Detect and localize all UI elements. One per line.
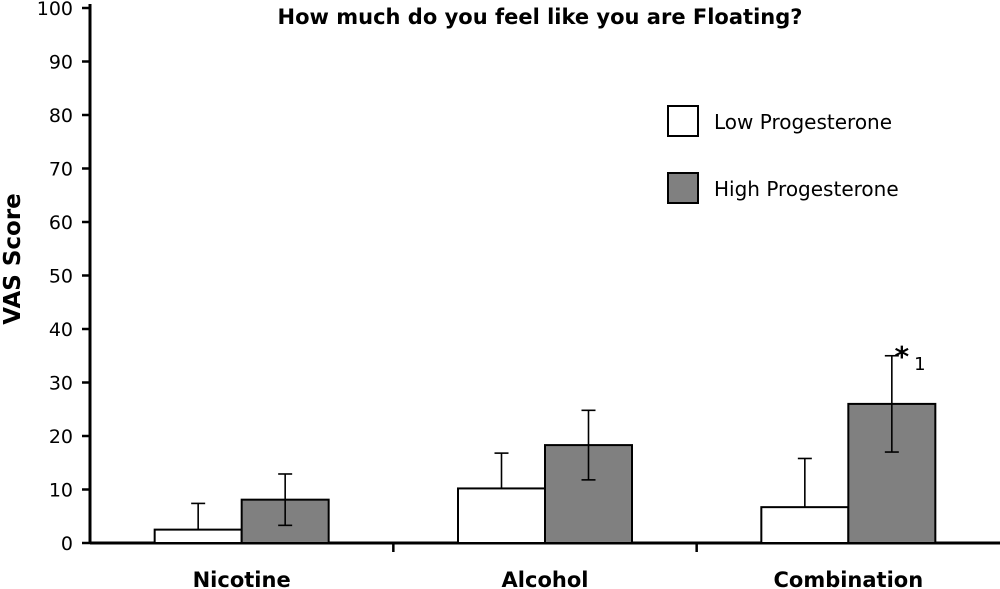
y-tick-label: 30 <box>49 373 73 395</box>
legend-label: Low Progesterone <box>714 110 892 134</box>
y-tick-label: 50 <box>49 266 73 288</box>
x-category-label: Nicotine <box>193 568 291 589</box>
y-tick-label: 70 <box>49 159 73 181</box>
y-tick-label: 80 <box>49 105 73 127</box>
y-tick-label: 60 <box>49 212 73 234</box>
y-tick-label: 10 <box>49 480 73 502</box>
y-tick-label: 20 <box>49 426 73 448</box>
significance-footnote: 1 <box>914 354 925 375</box>
y-tick-label: 100 <box>37 0 73 20</box>
legend-swatch <box>667 105 699 137</box>
bar <box>760 506 850 544</box>
bar <box>457 487 546 544</box>
y-tick-label: 90 <box>49 52 73 74</box>
y-tick-label: 40 <box>49 319 73 341</box>
legend-label: High Progesterone <box>714 177 899 201</box>
bars: * 1 <box>153 340 937 545</box>
x-category-label: Alcohol <box>502 568 589 589</box>
chart-title: How much do you feel like you are Floati… <box>278 5 803 29</box>
y-axis-label: VAS Score <box>0 193 26 325</box>
significance-star: * <box>895 340 910 373</box>
legend-swatch <box>667 172 699 204</box>
x-category-label: Combination <box>773 568 923 589</box>
y-tick-label: 0 <box>61 533 73 555</box>
bar <box>153 528 243 544</box>
legend: Low Progesterone High Progesterone <box>667 105 899 204</box>
